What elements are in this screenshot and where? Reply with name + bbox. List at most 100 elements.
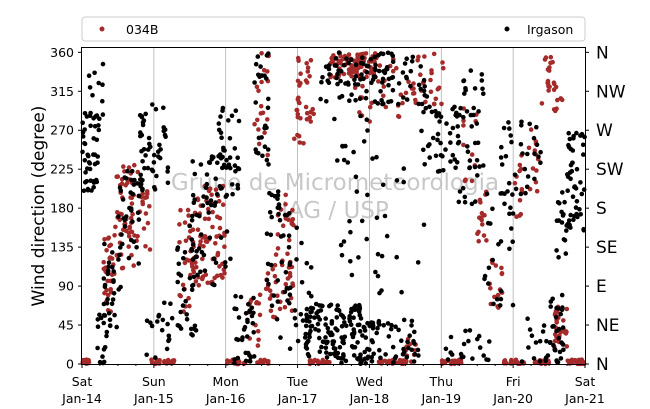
data-point <box>117 252 122 258</box>
data-point <box>427 155 433 160</box>
data-point <box>280 223 286 228</box>
data-point <box>518 142 524 147</box>
data-point <box>551 343 556 348</box>
data-point <box>198 269 203 275</box>
data-point <box>233 169 238 174</box>
data-point <box>190 264 195 269</box>
data-point <box>401 179 407 185</box>
data-point <box>266 281 271 287</box>
data-point <box>145 220 151 226</box>
data-point <box>253 61 259 67</box>
data-point <box>378 89 383 94</box>
data-point <box>254 150 259 155</box>
data-point <box>198 232 204 237</box>
data-point <box>543 358 548 364</box>
data-point <box>412 329 417 335</box>
data-point <box>343 358 349 364</box>
data-point <box>201 194 206 199</box>
data-point <box>360 51 366 57</box>
data-point <box>180 282 186 288</box>
data-point <box>201 252 207 258</box>
data-point <box>539 101 545 106</box>
data-point <box>453 165 458 171</box>
data-point <box>255 329 261 334</box>
data-point <box>477 215 482 220</box>
data-point <box>338 78 343 84</box>
data-point <box>554 328 559 334</box>
data-point <box>282 304 288 310</box>
data-point <box>112 233 117 238</box>
data-point <box>283 270 289 275</box>
data-point <box>116 287 121 292</box>
data-point <box>217 184 223 189</box>
data-point <box>320 339 326 345</box>
data-point <box>235 182 240 188</box>
data-point <box>259 79 264 85</box>
data-point <box>107 255 112 261</box>
data-point <box>120 265 126 271</box>
data-point <box>465 149 471 154</box>
data-point <box>101 276 107 281</box>
data-point <box>334 307 339 313</box>
data-point <box>255 72 261 78</box>
data-point <box>543 55 549 60</box>
data-point <box>187 275 193 281</box>
data-point <box>190 283 195 289</box>
data-point <box>404 74 409 80</box>
data-point <box>510 302 516 308</box>
data-point <box>432 101 437 107</box>
data-point <box>404 97 410 102</box>
data-point <box>182 250 188 255</box>
data-point <box>559 220 565 225</box>
data-point <box>401 166 407 171</box>
data-point <box>465 144 470 149</box>
data-point <box>135 210 141 215</box>
data-point <box>380 182 386 188</box>
data-point <box>341 62 347 68</box>
data-point <box>201 244 206 249</box>
data-point <box>554 248 559 253</box>
data-point <box>100 61 106 67</box>
data-point <box>147 141 152 147</box>
data-point <box>421 147 426 153</box>
data-point <box>517 198 523 203</box>
data-point <box>88 110 93 116</box>
data-point <box>433 153 439 159</box>
data-point <box>435 137 440 143</box>
data-point <box>268 232 274 238</box>
data-point <box>299 280 305 285</box>
data-point <box>448 159 453 164</box>
data-point <box>349 74 354 79</box>
data-point <box>213 200 218 205</box>
data-point <box>340 339 345 345</box>
compass-label: NE <box>596 316 619 336</box>
data-point <box>90 93 95 98</box>
data-point <box>365 356 370 361</box>
data-point <box>143 111 148 117</box>
compass-label: N <box>596 355 609 375</box>
data-point <box>360 333 365 338</box>
data-point <box>224 157 229 163</box>
data-point <box>382 213 388 219</box>
data-point <box>258 357 263 363</box>
data-point <box>433 96 439 102</box>
data-point <box>210 209 215 215</box>
data-point <box>394 178 400 183</box>
data-point <box>333 326 338 331</box>
data-point <box>474 158 480 163</box>
data-point <box>304 61 310 66</box>
data-point <box>303 331 309 337</box>
data-point <box>462 199 468 205</box>
data-point <box>272 273 278 279</box>
data-point <box>207 186 213 191</box>
data-point <box>548 60 553 66</box>
data-point <box>152 187 158 192</box>
data-point <box>559 97 565 103</box>
data-point <box>147 204 152 209</box>
data-point <box>352 85 358 91</box>
data-point <box>255 360 260 365</box>
data-point <box>305 65 311 70</box>
data-point <box>275 205 281 211</box>
data-point <box>92 152 98 157</box>
data-point <box>263 123 268 129</box>
